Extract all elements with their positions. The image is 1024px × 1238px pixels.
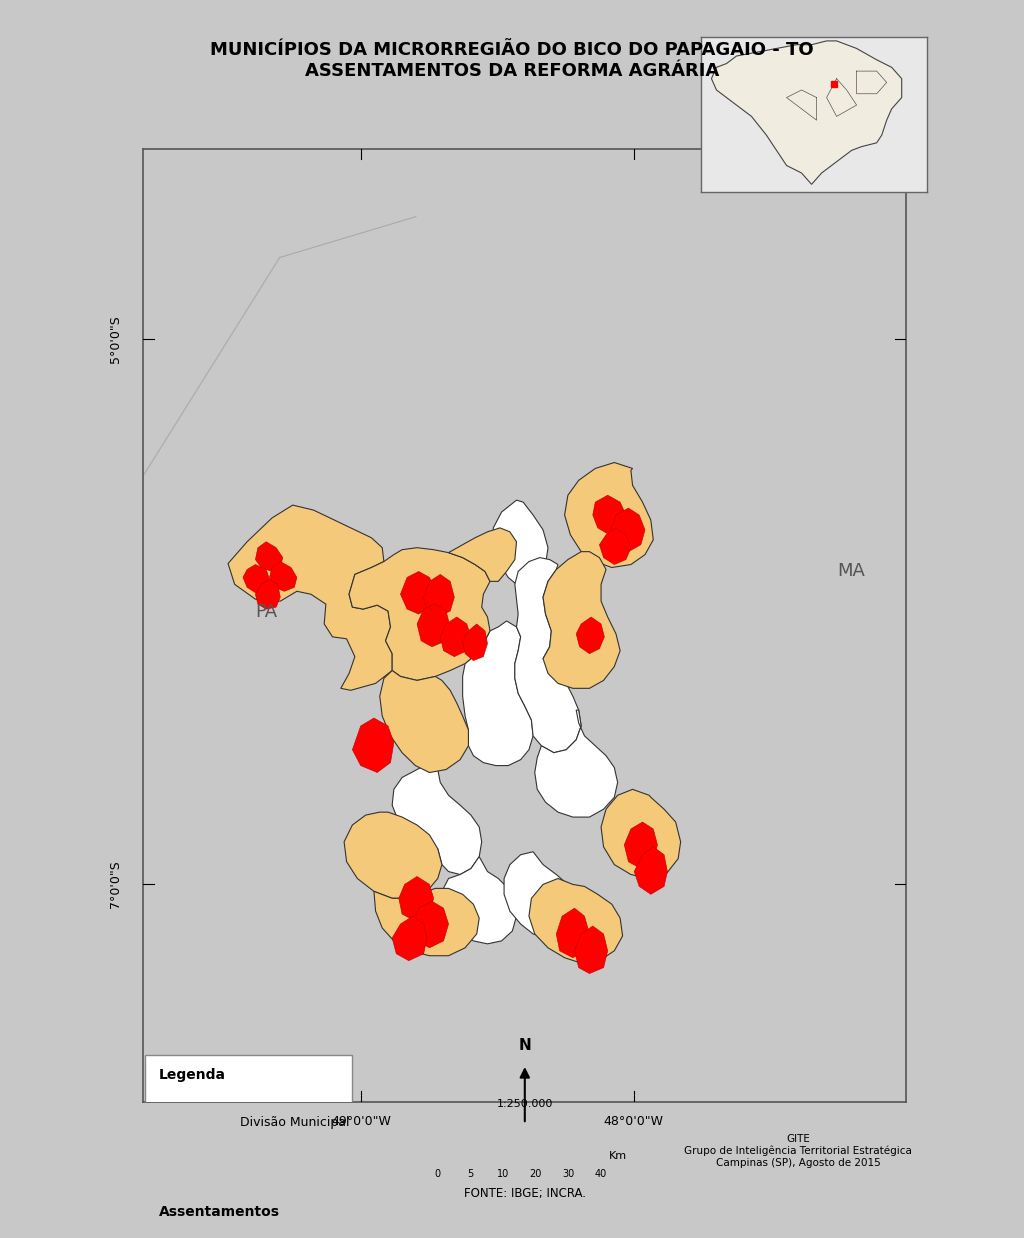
Polygon shape — [543, 552, 621, 688]
Bar — [438, 1148, 470, 1164]
Text: Assentamentos: Assentamentos — [159, 1205, 280, 1218]
Polygon shape — [255, 542, 283, 572]
Polygon shape — [463, 624, 487, 661]
Text: PA: PA — [255, 603, 278, 620]
Polygon shape — [577, 617, 604, 654]
Bar — [167, 1104, 227, 1141]
Polygon shape — [243, 565, 269, 594]
Polygon shape — [601, 790, 681, 879]
Text: FONTE: IBGE; INCRA.: FONTE: IBGE; INCRA. — [464, 1187, 586, 1200]
Text: 20: 20 — [529, 1169, 542, 1179]
Polygon shape — [344, 812, 442, 899]
Polygon shape — [442, 857, 516, 943]
Polygon shape — [374, 889, 479, 956]
Text: MA: MA — [838, 562, 865, 579]
Text: GITE
Grupo de Inteligência Territorial Estratégica
Campinas (SP), Agosto de 2015: GITE Grupo de Inteligência Territorial E… — [684, 1134, 912, 1167]
Text: 48°0'0"W: 48°0'0"W — [604, 1115, 664, 1129]
Polygon shape — [398, 877, 433, 921]
Text: 0: 0 — [435, 1169, 440, 1179]
Text: 1:250.000: 1:250.000 — [497, 1099, 553, 1109]
Polygon shape — [349, 547, 490, 681]
Polygon shape — [392, 755, 481, 874]
Bar — [503, 1148, 536, 1164]
Text: MUNICÍPIOS DA MICRORREGIÃO DO BICO DO PAPAGAIO - TO
ASSENTAMENTOS DA REFORMA AGR: MUNICÍPIOS DA MICRORREGIÃO DO BICO DO PA… — [210, 41, 814, 79]
Text: Legenda: Legenda — [159, 1068, 225, 1082]
Bar — [145, 1055, 352, 1169]
Polygon shape — [556, 909, 590, 958]
Polygon shape — [494, 500, 548, 584]
Polygon shape — [535, 711, 617, 817]
Polygon shape — [255, 579, 281, 609]
Polygon shape — [611, 508, 645, 552]
Polygon shape — [413, 901, 449, 948]
Polygon shape — [593, 495, 626, 535]
Polygon shape — [529, 879, 623, 963]
Text: 5°0'0"S: 5°0'0"S — [109, 316, 122, 363]
Polygon shape — [463, 621, 534, 765]
Polygon shape — [574, 926, 607, 973]
Polygon shape — [515, 557, 582, 753]
Text: 10: 10 — [497, 1169, 509, 1179]
Polygon shape — [417, 604, 451, 646]
Polygon shape — [564, 463, 653, 567]
Polygon shape — [599, 527, 631, 565]
Polygon shape — [352, 718, 394, 773]
Text: 7°0'0"S: 7°0'0"S — [109, 860, 122, 907]
Polygon shape — [424, 574, 455, 617]
Polygon shape — [400, 572, 435, 614]
Polygon shape — [440, 617, 471, 656]
Polygon shape — [625, 822, 657, 869]
Polygon shape — [449, 527, 516, 582]
Bar — [568, 1148, 601, 1164]
Polygon shape — [504, 852, 579, 938]
Polygon shape — [634, 847, 668, 894]
Polygon shape — [392, 916, 427, 961]
Text: N: N — [518, 1039, 531, 1054]
Text: 5: 5 — [467, 1169, 473, 1179]
Text: 40: 40 — [595, 1169, 607, 1179]
Polygon shape — [269, 562, 297, 592]
Text: Km: Km — [609, 1150, 628, 1160]
Polygon shape — [380, 671, 468, 773]
Bar — [470, 1148, 503, 1164]
Polygon shape — [712, 41, 902, 184]
Text: 30: 30 — [562, 1169, 574, 1179]
Text: 49°0'0"W: 49°0'0"W — [332, 1115, 391, 1129]
Bar — [536, 1148, 568, 1164]
Text: Divisão Municipal: Divisão Municipal — [241, 1117, 350, 1129]
Polygon shape — [228, 505, 392, 691]
